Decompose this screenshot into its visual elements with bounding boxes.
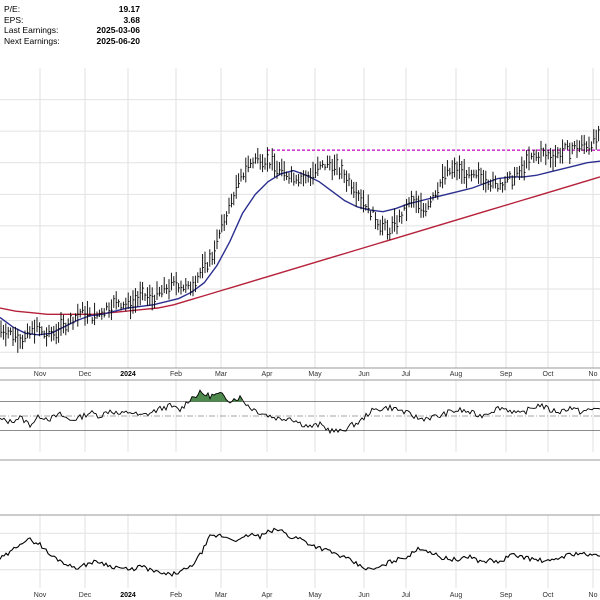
- last-earnings-value: 2025-03-06: [96, 25, 140, 35]
- x-axis-lower: Nov Dec 2024 Feb Mar Apr May Jun Jul Aug Sep Oct No: [34, 592, 598, 599]
- price-panel: [0, 125, 600, 353]
- x-axis-upper: Nov Dec 2024 Feb Mar Apr May Jun Jul Aug Sep Oct No: [34, 371, 598, 378]
- upper-axis-tick-label: Jun: [358, 371, 369, 378]
- upper-axis-tick-label: Feb: [170, 371, 182, 378]
- upper-axis-tick-label: Mar: [215, 371, 228, 378]
- grid-lines: [0, 68, 600, 588]
- lower-axis-tick-label: Sep: [500, 592, 513, 599]
- upper-axis-tick-label: Sep: [500, 371, 513, 378]
- upper-axis-tick-label: 2024: [120, 371, 136, 378]
- upper-axis-tick-label: Oct: [543, 371, 554, 378]
- eps-row: EPS: 3.68: [4, 15, 140, 26]
- lower-axis-tick-label: Feb: [170, 592, 182, 599]
- lower-axis-tick-label: Mar: [215, 592, 228, 599]
- last-earnings-label: Last Earnings:: [4, 25, 59, 35]
- upper-axis-tick-label: Nov: [34, 371, 47, 378]
- rsi-panel: [0, 389, 600, 435]
- panel-frames: [0, 367, 600, 516]
- pe-row: P/E: 19.17: [4, 4, 140, 15]
- fundamentals-box: P/E: 19.17 EPS: 3.68 Last Earnings: 2025…: [4, 4, 140, 46]
- eps-value: 3.68: [123, 14, 140, 25]
- lower-indicator-line: [0, 527, 600, 577]
- upper-axis-tick-label: May: [308, 371, 322, 378]
- lower-axis-tick-label: Aug: [450, 592, 463, 599]
- upper-axis-tick-label: Dec: [79, 371, 92, 378]
- lower-axis-tick-label: 2024: [120, 592, 136, 599]
- lower-axis-tick-label: Oct: [543, 592, 554, 599]
- lower-indicator-panel: [0, 527, 600, 577]
- next-earnings-label: Next Earnings:: [4, 35, 60, 46]
- last-earnings-row: Last Earnings: 2025-03-06: [4, 25, 140, 36]
- upper-axis-tick-label: No: [589, 371, 598, 378]
- pe-value: 19.17: [118, 4, 140, 14]
- upper-axis-tick-label: Apr: [262, 371, 274, 378]
- short-moving-average-line: [0, 160, 600, 336]
- eps-label: EPS:: [4, 14, 24, 25]
- lower-axis-tick-label: Apr: [262, 592, 274, 599]
- lower-axis-tick-label: May: [308, 592, 322, 599]
- lower-axis-tick-label: Jun: [358, 592, 369, 599]
- pe-label: P/E:: [4, 4, 21, 14]
- next-earnings-row: Next Earnings: 2025-06-20: [4, 36, 140, 47]
- lower-axis-tick-label: Dec: [79, 592, 92, 599]
- lower-axis-tick-label: Nov: [34, 592, 47, 599]
- upper-axis-tick-label: Jul: [402, 371, 411, 378]
- lower-axis-tick-label: Jul: [402, 592, 411, 599]
- rsi-line: [0, 389, 600, 435]
- long-moving-average-line: [0, 176, 600, 316]
- upper-axis-tick-label: Aug: [450, 371, 463, 378]
- lower-axis-tick-label: No: [589, 592, 598, 599]
- next-earnings-value: 2025-06-20: [96, 35, 140, 46]
